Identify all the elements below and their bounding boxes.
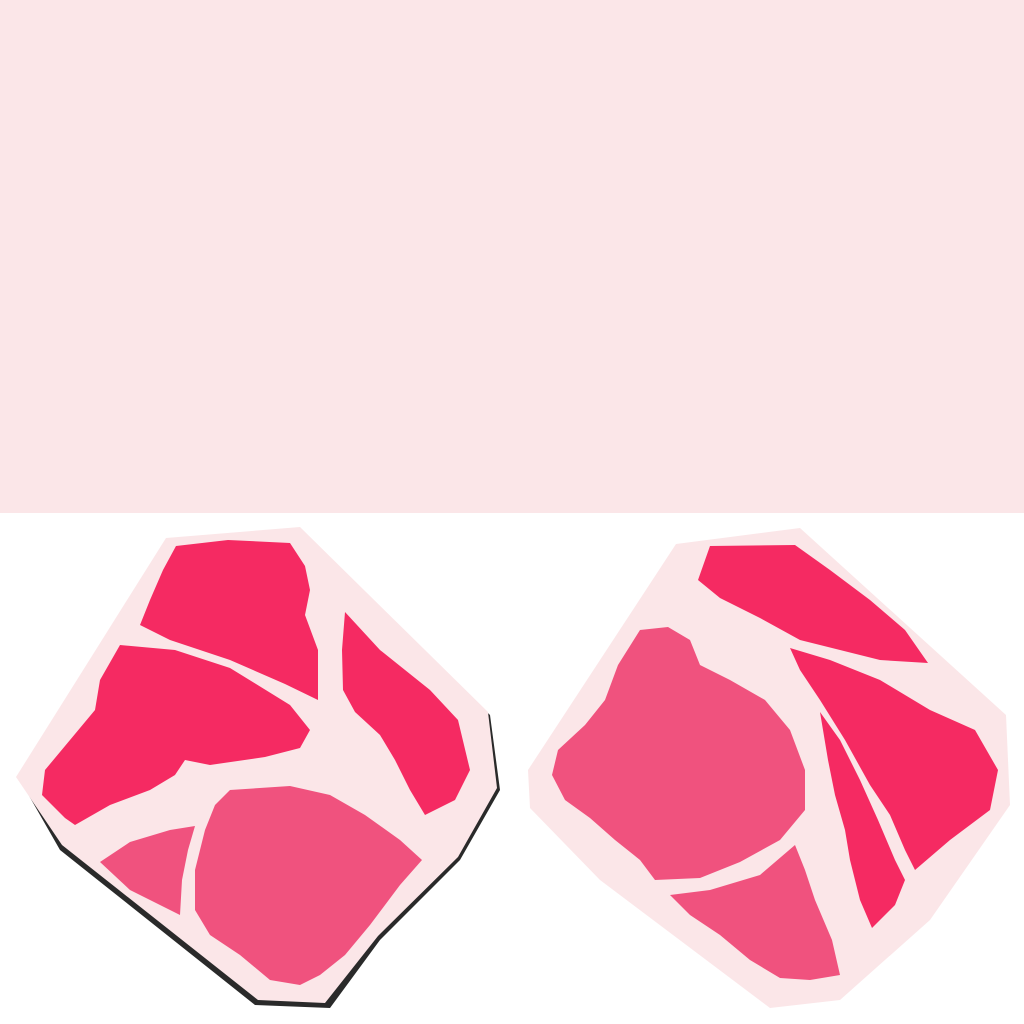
right-facet-bottom bbox=[670, 845, 840, 980]
left-facet-small bbox=[100, 826, 195, 915]
left-facet-top bbox=[140, 540, 318, 700]
left-facet-bottom bbox=[195, 786, 422, 985]
right-facet-strip bbox=[820, 712, 905, 928]
pale-pink-band bbox=[0, 0, 1024, 513]
right-gem bbox=[528, 528, 1010, 1008]
left-facet-right bbox=[342, 612, 470, 815]
right-facet-top bbox=[698, 545, 928, 663]
left-facet-left bbox=[42, 645, 310, 825]
left-gem bbox=[16, 527, 500, 1008]
right-facet-left bbox=[552, 627, 805, 880]
right-facet-right bbox=[790, 648, 998, 870]
